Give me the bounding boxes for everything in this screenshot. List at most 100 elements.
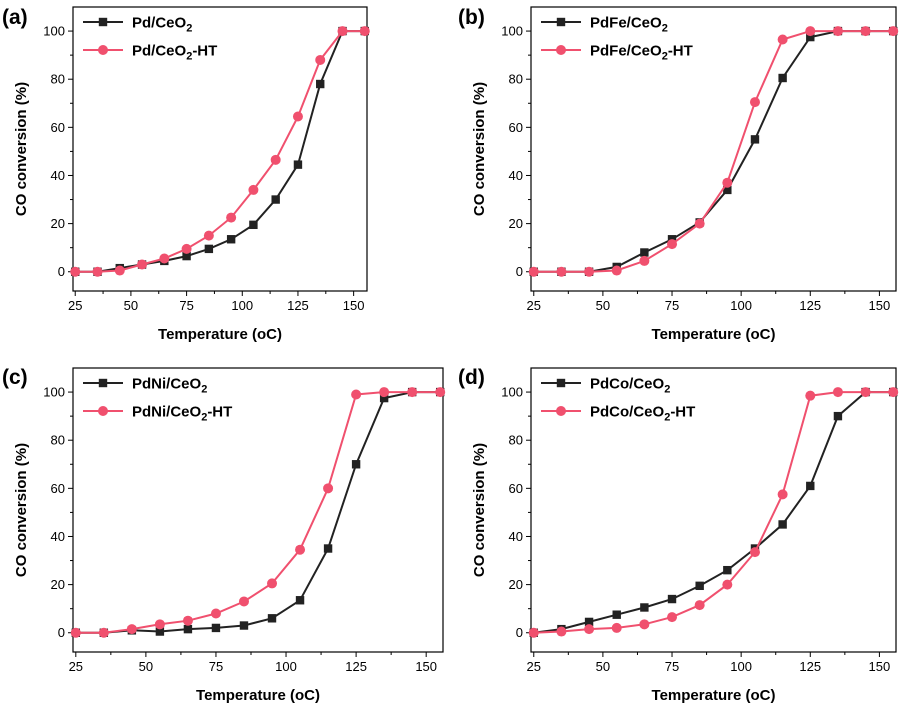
x-tick-label: 50: [139, 659, 153, 674]
legend-name: Pd/CeO: [132, 43, 187, 60]
y-tick-label: 20: [51, 216, 65, 231]
y-tick-label: 80: [51, 433, 65, 448]
data-point: [832, 387, 843, 398]
y-tick-label: 0: [58, 264, 65, 279]
legend-label: PdCo/CeO2: [590, 376, 670, 396]
y-tick-label: 60: [51, 481, 65, 496]
x-tick-label: 50: [596, 659, 610, 674]
x-tick-label: 150: [869, 659, 891, 674]
series-line: [533, 391, 894, 634]
series-line: [75, 391, 441, 634]
data-point: [640, 603, 649, 612]
data-point: [584, 624, 595, 635]
data-point: [226, 235, 236, 244]
x-tick-label: 25: [68, 298, 82, 313]
y-tick-label: 60: [509, 120, 523, 135]
data-point: [778, 520, 787, 529]
x-tick-label: 125: [345, 659, 367, 674]
data-point: [92, 266, 103, 277]
data-point: [806, 481, 815, 491]
plot-frame: [530, 6, 897, 292]
panel-label: (a): [2, 6, 28, 29]
data-point: [238, 596, 249, 607]
x-tick-label: 125: [287, 298, 309, 313]
legend-marker: [556, 378, 566, 388]
legend-subscript: 2: [186, 51, 192, 63]
data-point: [407, 387, 418, 398]
data-point: [248, 184, 259, 195]
legend-label: Pd/CeO2: [132, 15, 192, 35]
x-axis-title: Temperature (oC): [158, 326, 282, 343]
x-axis-title-close: ): [277, 326, 282, 343]
data-point: [640, 248, 649, 257]
series-line: [75, 30, 365, 273]
panel-label: (c): [2, 366, 28, 389]
x-tick-label: 75: [665, 298, 679, 313]
data-point: [584, 617, 594, 627]
legend-name: Pd/CeO: [132, 15, 187, 32]
y-tick-label: 0: [516, 625, 523, 640]
chart-panel-b: (b) 25 50 75 100 125 150 0 20 40 60 80 100 Temperatur…: [458, 6, 899, 343]
series-red: [528, 26, 899, 277]
plot-frame: [72, 6, 368, 292]
chart-panel-c: (c) 25 50 75 100 125 150 0 20 40 60 80 100 Temperatur…: [2, 366, 446, 704]
data-point: [316, 79, 325, 89]
data-point: [639, 255, 650, 266]
y-tick-label: 0: [516, 264, 523, 279]
data-point: [271, 195, 280, 204]
legend-subscript: 2: [201, 412, 207, 424]
legend-label: Pd/CeO2-HT: [132, 43, 217, 63]
data-point: [722, 177, 733, 188]
series-black: [71, 26, 369, 276]
data-point: [182, 615, 193, 626]
data-point: [723, 185, 732, 195]
data-point: [154, 619, 165, 630]
data-point: [805, 390, 816, 401]
data-point: [337, 26, 348, 37]
x-tick-label: 125: [799, 659, 821, 674]
legend-marker: [98, 45, 108, 55]
data-point: [211, 623, 221, 633]
data-point: [749, 547, 760, 558]
data-point: [556, 626, 567, 637]
y-axis-title: CO conversion (%): [471, 82, 488, 216]
data-point: [379, 393, 389, 403]
data-point: [323, 483, 334, 494]
x-tick-label: 100: [730, 298, 752, 313]
y-tick-label: 0: [58, 625, 65, 640]
y-axis-title: CO conversion (%): [471, 443, 488, 577]
x-axis-title-unit: oC: [750, 326, 770, 343]
data-point: [98, 627, 109, 638]
plot-frame: [72, 367, 444, 653]
x-tick-label: 50: [124, 298, 138, 313]
data-point: [210, 608, 221, 619]
x-tick-label: 100: [231, 298, 253, 313]
data-point: [694, 600, 705, 611]
y-tick-label: 20: [509, 577, 523, 592]
y-tick-label: 100: [43, 385, 65, 400]
y-tick-label: 100: [501, 24, 523, 39]
data-point: [611, 622, 622, 633]
data-point: [114, 265, 125, 276]
legend-label: PdNi/CeO2-HT: [132, 404, 232, 424]
y-tick-label: 20: [509, 216, 523, 231]
series-black: [529, 387, 898, 637]
data-point: [159, 253, 170, 264]
data-point: [351, 389, 362, 400]
data-point: [722, 579, 733, 590]
x-tick-label: 25: [527, 298, 541, 313]
y-tick-label: 100: [43, 24, 65, 39]
series-black: [529, 26, 898, 276]
x-axis-title-close: ): [315, 687, 320, 704]
data-point: [70, 266, 81, 277]
data-point: [833, 411, 843, 421]
legend-subscript: 2: [662, 51, 668, 63]
y-tick-label: 60: [51, 120, 65, 135]
legend-label: PdFe/CeO2: [590, 15, 668, 35]
y-tick-label: 80: [509, 72, 523, 87]
data-point: [435, 387, 446, 398]
data-point: [267, 578, 278, 589]
data-point: [639, 619, 650, 630]
data-point: [694, 218, 705, 229]
